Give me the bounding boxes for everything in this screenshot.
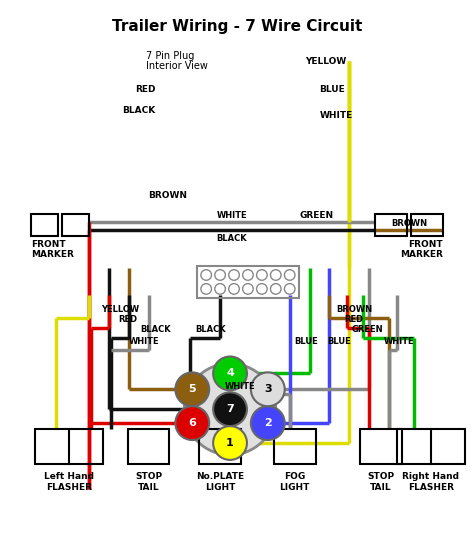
Text: BLACK: BLACK [141, 325, 171, 334]
Text: WHITE: WHITE [319, 111, 353, 121]
Text: WHITE: WHITE [217, 211, 247, 220]
Text: YELLOW: YELLOW [306, 57, 347, 66]
Text: 1: 1 [226, 438, 234, 448]
Text: BLUE: BLUE [295, 337, 319, 346]
Text: GREEN: GREEN [351, 325, 383, 334]
Text: GREEN: GREEN [300, 211, 334, 220]
Text: 7 Pin Plug: 7 Pin Plug [146, 51, 194, 61]
Text: BLUE: BLUE [319, 85, 345, 93]
Text: RED: RED [135, 85, 155, 93]
Bar [62, 215, 89, 236]
Text: WHITE: WHITE [225, 382, 255, 391]
Text: TAIL: TAIL [370, 483, 392, 492]
Text: 5: 5 [189, 384, 196, 394]
Text: FRONT: FRONT [408, 240, 443, 249]
Text: WHITE: WHITE [128, 337, 159, 346]
Text: TAIL: TAIL [138, 483, 159, 492]
Text: Interior View: Interior View [146, 61, 208, 71]
Bar [128, 429, 169, 464]
Text: MARKER: MARKER [31, 250, 74, 259]
Circle shape [175, 406, 209, 440]
Bar [375, 215, 407, 236]
Text: 6: 6 [188, 418, 196, 428]
Bar [360, 429, 402, 464]
Bar [274, 429, 316, 464]
Bar [35, 429, 103, 464]
Text: RED: RED [345, 315, 364, 324]
Text: No.PLATE: No.PLATE [196, 472, 244, 481]
Text: BROWN: BROWN [391, 219, 427, 228]
Text: BLACK: BLACK [122, 106, 155, 115]
Text: 7: 7 [226, 404, 234, 414]
Circle shape [251, 372, 285, 406]
Circle shape [251, 406, 285, 440]
Text: MARKER: MARKER [400, 250, 443, 259]
Text: STOP: STOP [135, 472, 162, 481]
Text: FLASHER: FLASHER [408, 483, 454, 492]
Text: YELLOW: YELLOW [101, 305, 139, 314]
Text: BROWN: BROWN [336, 305, 373, 314]
Text: Trailer Wiring - 7 Wire Circuit: Trailer Wiring - 7 Wire Circuit [112, 20, 362, 34]
Text: FOG: FOG [284, 472, 305, 481]
Text: FRONT: FRONT [31, 240, 66, 249]
Text: RED: RED [118, 315, 138, 324]
Text: FLASHER: FLASHER [46, 483, 92, 492]
Bar [397, 429, 465, 464]
Text: BLUE: BLUE [328, 337, 351, 346]
Text: Left Hand: Left Hand [44, 472, 94, 481]
Text: BLACK: BLACK [195, 325, 226, 334]
Text: STOP: STOP [368, 472, 395, 481]
Text: BROWN: BROWN [148, 191, 188, 200]
Text: BLACK: BLACK [217, 234, 247, 243]
Circle shape [213, 426, 247, 460]
Text: LIGHT: LIGHT [205, 483, 235, 492]
Bar [197, 266, 299, 298]
Circle shape [213, 357, 247, 390]
Bar [411, 215, 443, 236]
Text: 2: 2 [264, 418, 272, 428]
Circle shape [175, 372, 209, 406]
Bar [31, 215, 58, 236]
Text: WHITE: WHITE [384, 337, 414, 346]
Text: LIGHT: LIGHT [280, 483, 310, 492]
Bar [199, 429, 241, 464]
Circle shape [213, 392, 247, 426]
Text: Right Hand: Right Hand [402, 472, 459, 481]
Text: 4: 4 [226, 369, 234, 378]
Text: 3: 3 [264, 384, 272, 394]
Circle shape [184, 364, 276, 455]
